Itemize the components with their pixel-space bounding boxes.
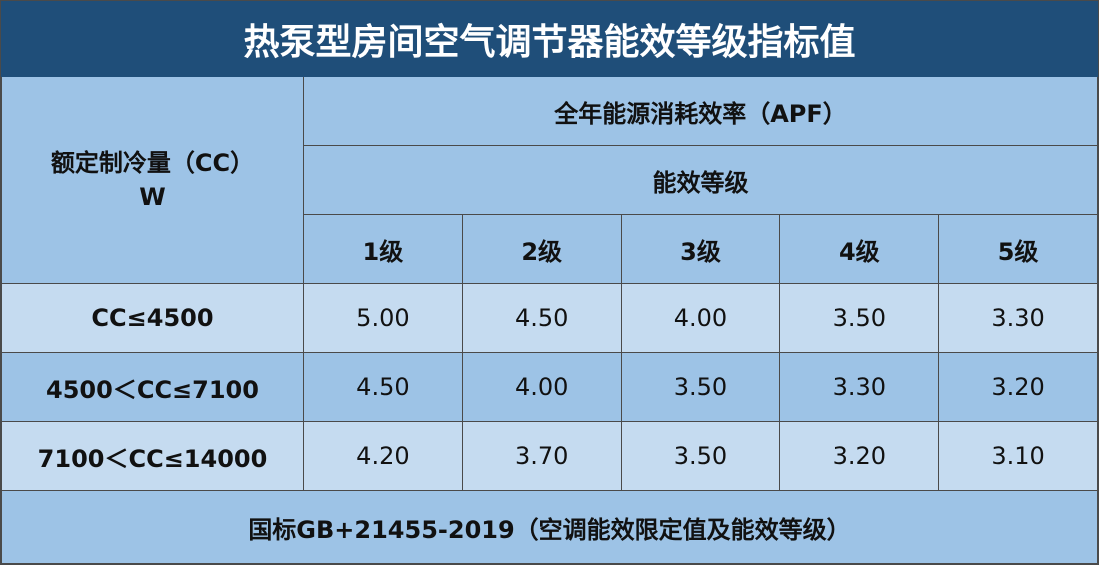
apf-value: 3.10 [938,421,1098,491]
group-header: 全年能源消耗效率（APF） [303,76,1098,146]
row-header-line: W [139,183,166,211]
apf-value: 4.00 [620,283,781,353]
row-label: CC≤4500 [1,283,304,353]
row-header: 额定制冷量（CC） W [1,76,304,284]
footer-row: 国标GB+21455-2019（空调能效限定值及能效等级） [1,490,1098,564]
apf-value: 3.50 [620,421,781,491]
row-label: 4500＜CC≤7100 [1,352,304,422]
apf-value: 3.30 [779,352,940,422]
apf-value: 3.70 [461,421,622,491]
levels-row: 1级 2级 3级 4级 5级 [2,214,1098,284]
apf-value: 5.00 [303,283,463,353]
data-row: 4500＜CC≤7100 4.50 4.00 3.50 3.30 3.20 [1,352,1098,422]
footer: 国标GB+21455-2019（空调能效限定值及能效等级） [1,490,1098,564]
apf-value: 4.20 [303,421,463,491]
level-header: 4级 [779,214,940,284]
sub-header: 能效等级 [303,145,1098,215]
data-row: 7100＜CC≤14000 4.20 3.70 3.50 3.20 3.10 [1,421,1098,491]
apf-value: 4.00 [461,352,622,422]
level-header: 1级 [303,214,463,284]
title: 热泵型房间空气调节器能效等级指标值 [1,1,1098,77]
row-header-line: 额定制冷量（CC） [50,149,255,177]
data-row: CC≤4500 5.00 4.50 4.00 3.50 3.30 [1,283,1098,353]
apf-value: 3.50 [620,352,781,422]
apf-value: 3.30 [938,283,1098,353]
level-header: 3级 [620,214,781,284]
level-header: 2级 [461,214,622,284]
row-label: 7100＜CC≤14000 [1,421,304,491]
apf-value: 3.20 [938,352,1098,422]
apf-value: 3.20 [779,421,940,491]
apf-value: 3.50 [779,283,940,353]
apf-value: 4.50 [461,283,622,353]
level-header: 5级 [938,214,1098,284]
apf-value: 4.50 [303,352,463,422]
